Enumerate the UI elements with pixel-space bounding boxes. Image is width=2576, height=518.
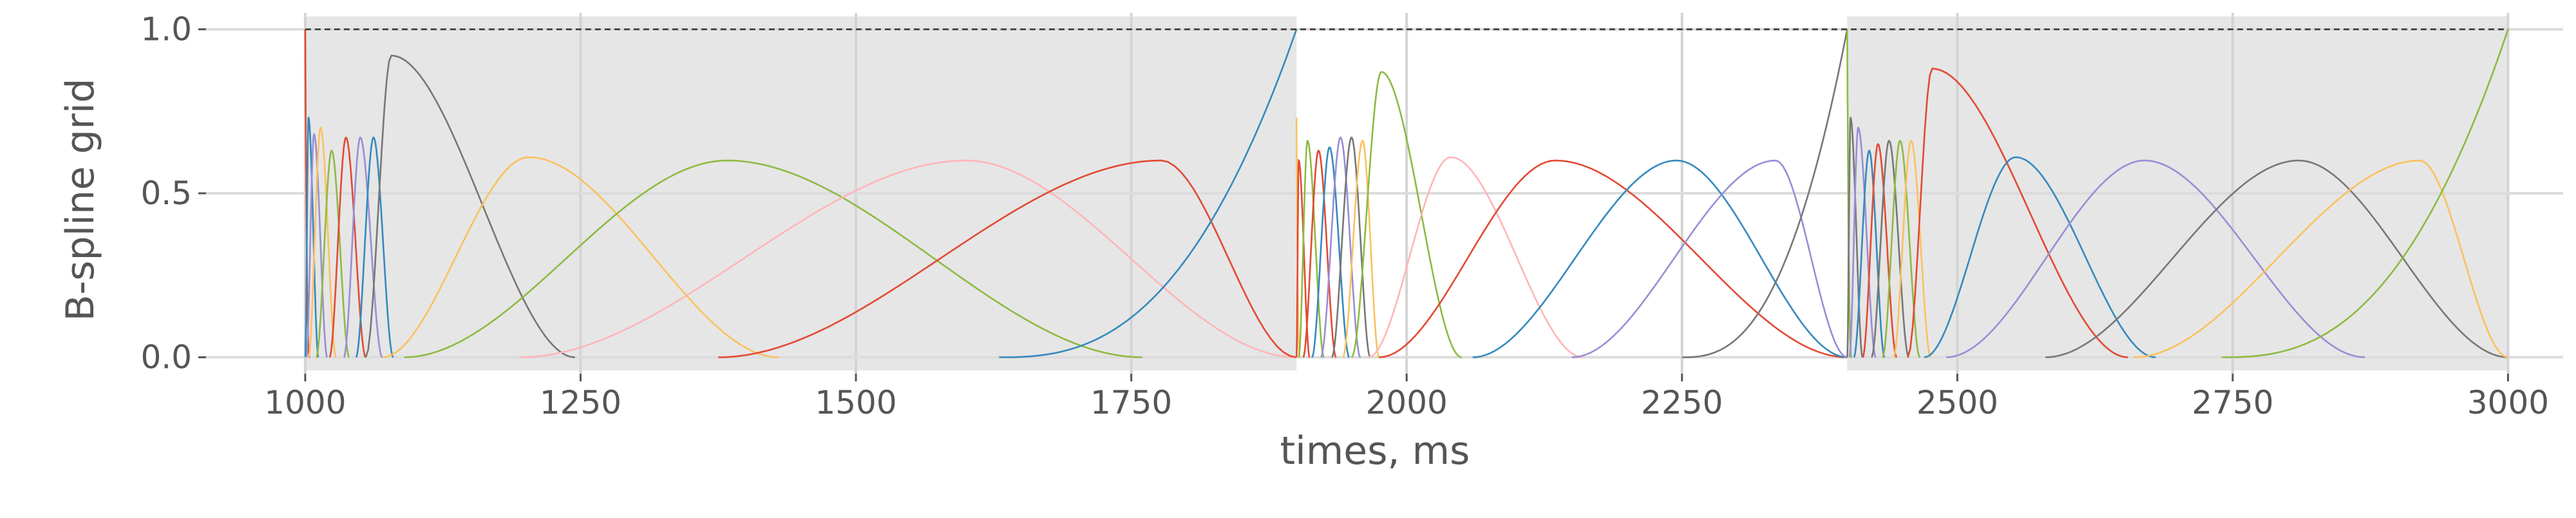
y-tick-label: 1.0 bbox=[140, 10, 192, 48]
basis-curve-42 bbox=[2221, 29, 2509, 358]
x-axis-label: times, ms bbox=[1280, 428, 1470, 474]
basis-curve-39 bbox=[1946, 159, 2365, 358]
basis-curve-11 bbox=[404, 159, 1142, 358]
basis-curve-13 bbox=[718, 159, 1297, 358]
basis-curve-37 bbox=[1907, 68, 2128, 358]
x-tick-label: 3000 bbox=[2467, 384, 2549, 421]
y-axis-label: B-spline grid bbox=[58, 78, 103, 321]
x-tick-label: 1250 bbox=[540, 384, 621, 421]
basis-curve-5 bbox=[316, 149, 350, 358]
x-tick-label: 1750 bbox=[1090, 384, 1172, 421]
basis-curve-3 bbox=[305, 133, 328, 358]
x-tick-label: 2750 bbox=[2192, 384, 2273, 421]
basis-curve-19 bbox=[1311, 146, 1350, 358]
x-tick-label: 2000 bbox=[1366, 384, 1448, 421]
basis-curve-34 bbox=[1871, 140, 1909, 358]
basis-curve-9 bbox=[365, 54, 575, 358]
basis-curve-21 bbox=[1331, 137, 1371, 358]
basis-curve-24 bbox=[1368, 156, 1584, 358]
basis-curve-12 bbox=[520, 159, 1297, 358]
basis-curve-7 bbox=[343, 137, 383, 358]
y-tick-label: 0.5 bbox=[140, 175, 192, 212]
x-tick-label: 2250 bbox=[1641, 384, 1723, 421]
basis-curve-10 bbox=[382, 156, 779, 358]
basis-curve-8 bbox=[355, 137, 394, 358]
basis-curve-25 bbox=[1379, 159, 1848, 358]
basis-curve-17 bbox=[1298, 140, 1325, 358]
basis-curve-32 bbox=[1853, 149, 1886, 358]
basis-curve-33 bbox=[1862, 143, 1898, 358]
x-tick-label: 2500 bbox=[1917, 384, 1998, 421]
x-tick-label: 1500 bbox=[815, 384, 896, 421]
basis-curve-36 bbox=[1893, 140, 1932, 358]
basis-curve-20 bbox=[1320, 136, 1361, 358]
basis-curve-41 bbox=[2133, 159, 2508, 358]
y-tick-label: 0.0 bbox=[140, 339, 192, 376]
series-lines bbox=[304, 29, 2509, 358]
basis-curve-26 bbox=[1472, 159, 1848, 358]
basis-curve-18 bbox=[1302, 149, 1337, 358]
basis-curve-23 bbox=[1350, 71, 1462, 358]
basis-curve-31 bbox=[1848, 126, 1877, 358]
basis-curve-40 bbox=[2045, 159, 2508, 358]
basis-curve-22 bbox=[1342, 139, 1380, 358]
basis-curve-14 bbox=[999, 29, 1298, 358]
basis-curve-28 bbox=[1681, 29, 1848, 358]
basis-curve-6 bbox=[328, 136, 366, 358]
basis-curve-4 bbox=[308, 126, 337, 358]
x-tick-label: 1000 bbox=[264, 384, 346, 421]
tick-labels: 1000 1250 1500 1750 2000 2250 2500 2750 3000 0.0 0… bbox=[140, 10, 2549, 421]
